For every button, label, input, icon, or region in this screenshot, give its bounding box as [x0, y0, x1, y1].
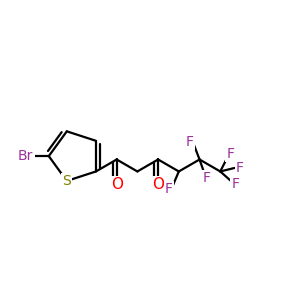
Text: Br: Br [18, 149, 34, 163]
Text: F: F [236, 161, 244, 175]
Text: O: O [152, 178, 164, 193]
Text: F: F [165, 182, 173, 196]
Text: F: F [226, 147, 234, 161]
Text: F: F [232, 177, 239, 191]
Text: S: S [62, 174, 71, 188]
Text: O: O [111, 178, 123, 193]
Text: F: F [186, 135, 194, 149]
Text: F: F [202, 171, 210, 185]
